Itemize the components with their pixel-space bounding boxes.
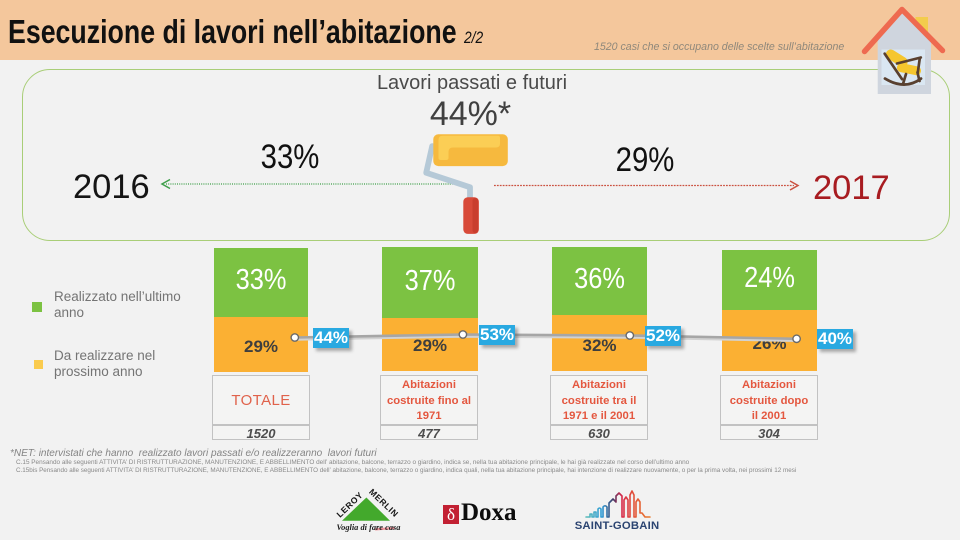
svg-text:Voglia di fare casa: Voglia di fare casa: [337, 523, 401, 532]
svg-text:SAINT-GOBAIN: SAINT-GOBAIN: [575, 520, 660, 532]
